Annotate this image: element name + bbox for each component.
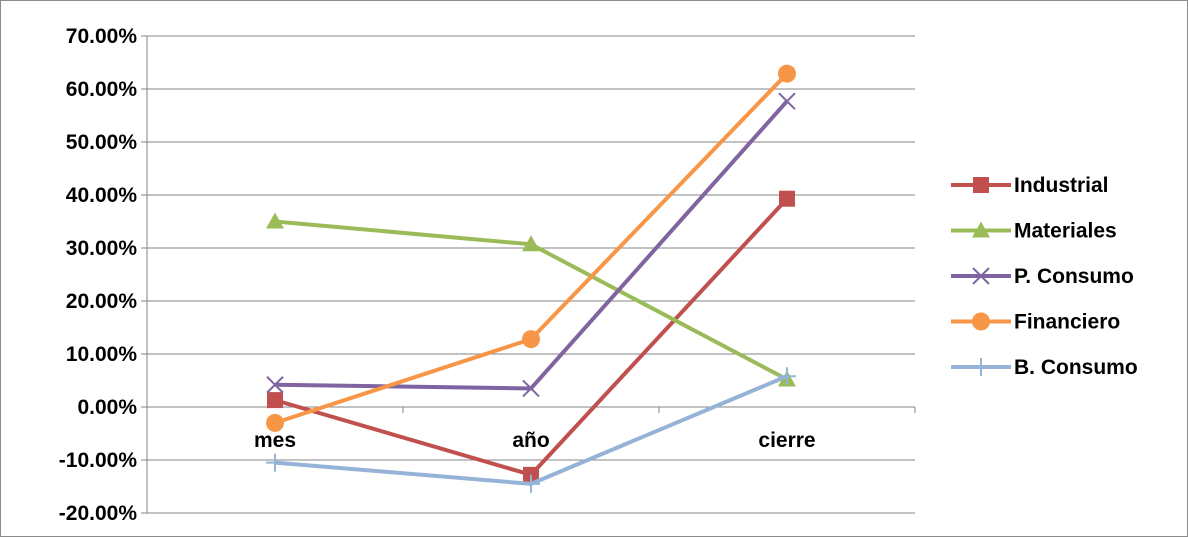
y-tick-label: 0.00% — [77, 396, 137, 419]
data-point-b-consumo — [266, 453, 284, 472]
data-point-p-consumo — [522, 379, 540, 398]
data-point-financiero — [522, 330, 540, 349]
legend-marker-p-consumo — [972, 267, 990, 285]
x-tick-label: cierre — [758, 429, 815, 452]
y-tick-label: 20.00% — [66, 290, 138, 313]
legend-marker-industrial — [973, 177, 989, 193]
data-point-materiales — [266, 212, 284, 229]
data-point-materiales — [522, 235, 540, 252]
y-tick-label: 30.00% — [66, 237, 138, 260]
y-tick-label: 10.00% — [66, 343, 138, 366]
legend-marker-materiales — [972, 221, 990, 238]
legend-marker-financiero — [972, 312, 990, 331]
y-tick-label: 60.00% — [66, 78, 138, 101]
data-point-industrial — [267, 392, 283, 409]
y-tick-label: -10.00% — [59, 449, 138, 472]
data-point-industrial — [523, 466, 539, 483]
data-point-b-consumo — [778, 367, 796, 386]
data-point-industrial — [779, 190, 795, 207]
data-point-financiero — [266, 413, 284, 432]
y-tick-label: -20.00% — [59, 502, 138, 525]
y-tick-label: 40.00% — [66, 184, 138, 207]
data-point-p-consumo — [266, 376, 284, 394]
legend-label-b-consumo: B. Consumo — [1014, 356, 1138, 379]
legend-label-p-consumo: P. Consumo — [1014, 265, 1134, 288]
legend-marker-b-consumo — [972, 358, 990, 376]
y-tick-label: 50.00% — [66, 131, 138, 154]
y-tick-label: 70.00% — [66, 25, 138, 48]
x-tick-label: mes — [254, 429, 296, 452]
legend-label-industrial: Industrial — [1014, 174, 1109, 197]
data-point-financiero — [778, 64, 796, 83]
x-tick-label: año — [512, 429, 549, 452]
data-point-p-consumo — [778, 92, 796, 110]
data-point-b-consumo — [522, 474, 540, 493]
legend-label-materiales: Materiales — [1014, 220, 1117, 243]
legend-label-financiero: Financiero — [1014, 311, 1120, 334]
